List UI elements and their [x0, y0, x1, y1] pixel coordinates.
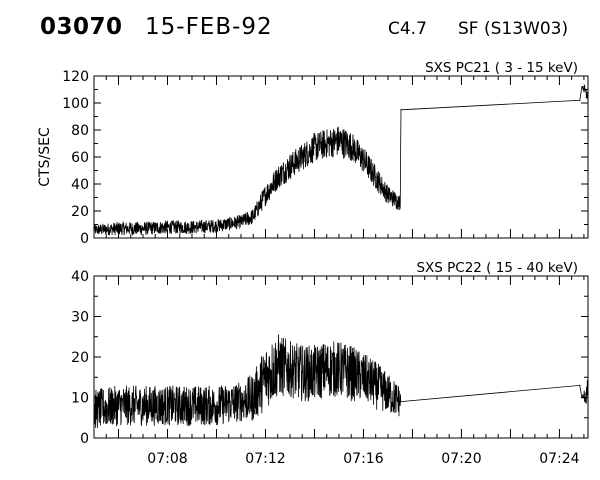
data-point [400, 400, 402, 403]
data-point [240, 221, 242, 223]
data-point [375, 384, 377, 386]
y-tick-label: 120 [62, 69, 89, 85]
data-point [93, 409, 95, 411]
y-axis-label: CTS/SEC [37, 127, 53, 187]
flare-location-label: SF (S13W03) [458, 19, 569, 39]
data-point [338, 140, 340, 142]
data-point [581, 396, 583, 399]
data-point [191, 405, 193, 407]
y-tick-label: 20 [71, 350, 89, 366]
data-point [142, 227, 144, 230]
y-tick-label: 30 [71, 310, 89, 326]
x-tick-label: 07:24 [539, 451, 579, 467]
data-point [387, 194, 389, 196]
data-point [166, 405, 169, 407]
data-point [313, 146, 316, 149]
data-point [587, 392, 589, 395]
x-tick-label: 07:12 [245, 451, 285, 467]
y-tick-label: 0 [80, 431, 89, 447]
y-tick-label: 10 [71, 391, 89, 407]
data-point [215, 225, 218, 227]
data-point [313, 372, 316, 374]
plot-frame-1 [93, 75, 589, 239]
panel-title-2: SXS PC22 ( 15 - 40 keV) [416, 260, 578, 276]
y-tick-label: 40 [71, 177, 89, 193]
data-point [579, 99, 581, 101]
data-point [581, 86, 583, 88]
data-point [326, 368, 328, 370]
data-point [350, 372, 352, 374]
data-point [350, 145, 352, 147]
data-point [264, 194, 267, 196]
series-trace-1 [93, 83, 589, 236]
data-point [326, 142, 328, 145]
y-tick-label: 20 [71, 204, 89, 220]
data-point [387, 392, 389, 395]
data-point [142, 405, 144, 407]
data-point [289, 165, 291, 168]
data-point [587, 91, 589, 93]
data-point [240, 400, 242, 403]
panel-title-1: SXS PC21 ( 3 - 15 keV) [425, 60, 578, 76]
data-point [252, 215, 254, 217]
data-point [191, 226, 193, 228]
data-point [289, 368, 291, 370]
data-point [264, 376, 267, 378]
data-point [166, 226, 169, 228]
data-point [301, 372, 303, 374]
x-tick-label: 07:08 [147, 451, 187, 467]
y-tick-label: 100 [62, 96, 89, 112]
x-tick-label: 07:20 [441, 451, 481, 467]
data-point [277, 176, 279, 178]
y-tick-label: 0 [80, 231, 89, 247]
data-point [338, 368, 340, 370]
series-trace-2 [93, 334, 589, 429]
event-date: 15-FEB-92 [145, 14, 273, 40]
data-point [362, 376, 365, 378]
data-point [215, 405, 218, 407]
data-point [117, 405, 120, 407]
data-point [301, 156, 303, 158]
y-tick-label: 60 [71, 150, 89, 166]
data-point [362, 159, 365, 161]
goes-class-label: C4.7 [388, 19, 427, 39]
data-point [117, 227, 120, 230]
y-tick-label: 80 [71, 123, 89, 139]
x-tick-label: 07:16 [343, 451, 383, 467]
data-point [400, 109, 402, 111]
data-point [93, 229, 95, 231]
y-tick-label: 40 [71, 269, 89, 285]
event-number: 03070 [40, 14, 123, 40]
data-point [277, 364, 279, 366]
data-point [252, 396, 254, 399]
data-point [579, 384, 581, 386]
data-point [375, 176, 377, 178]
data-point [399, 202, 401, 204]
